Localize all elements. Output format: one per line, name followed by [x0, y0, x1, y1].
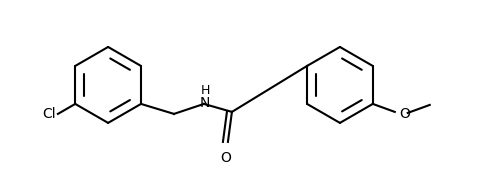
Text: O: O	[399, 107, 410, 121]
Text: H: H	[200, 84, 210, 97]
Text: N: N	[200, 96, 210, 110]
Text: O: O	[220, 151, 231, 165]
Text: Cl: Cl	[42, 107, 56, 121]
